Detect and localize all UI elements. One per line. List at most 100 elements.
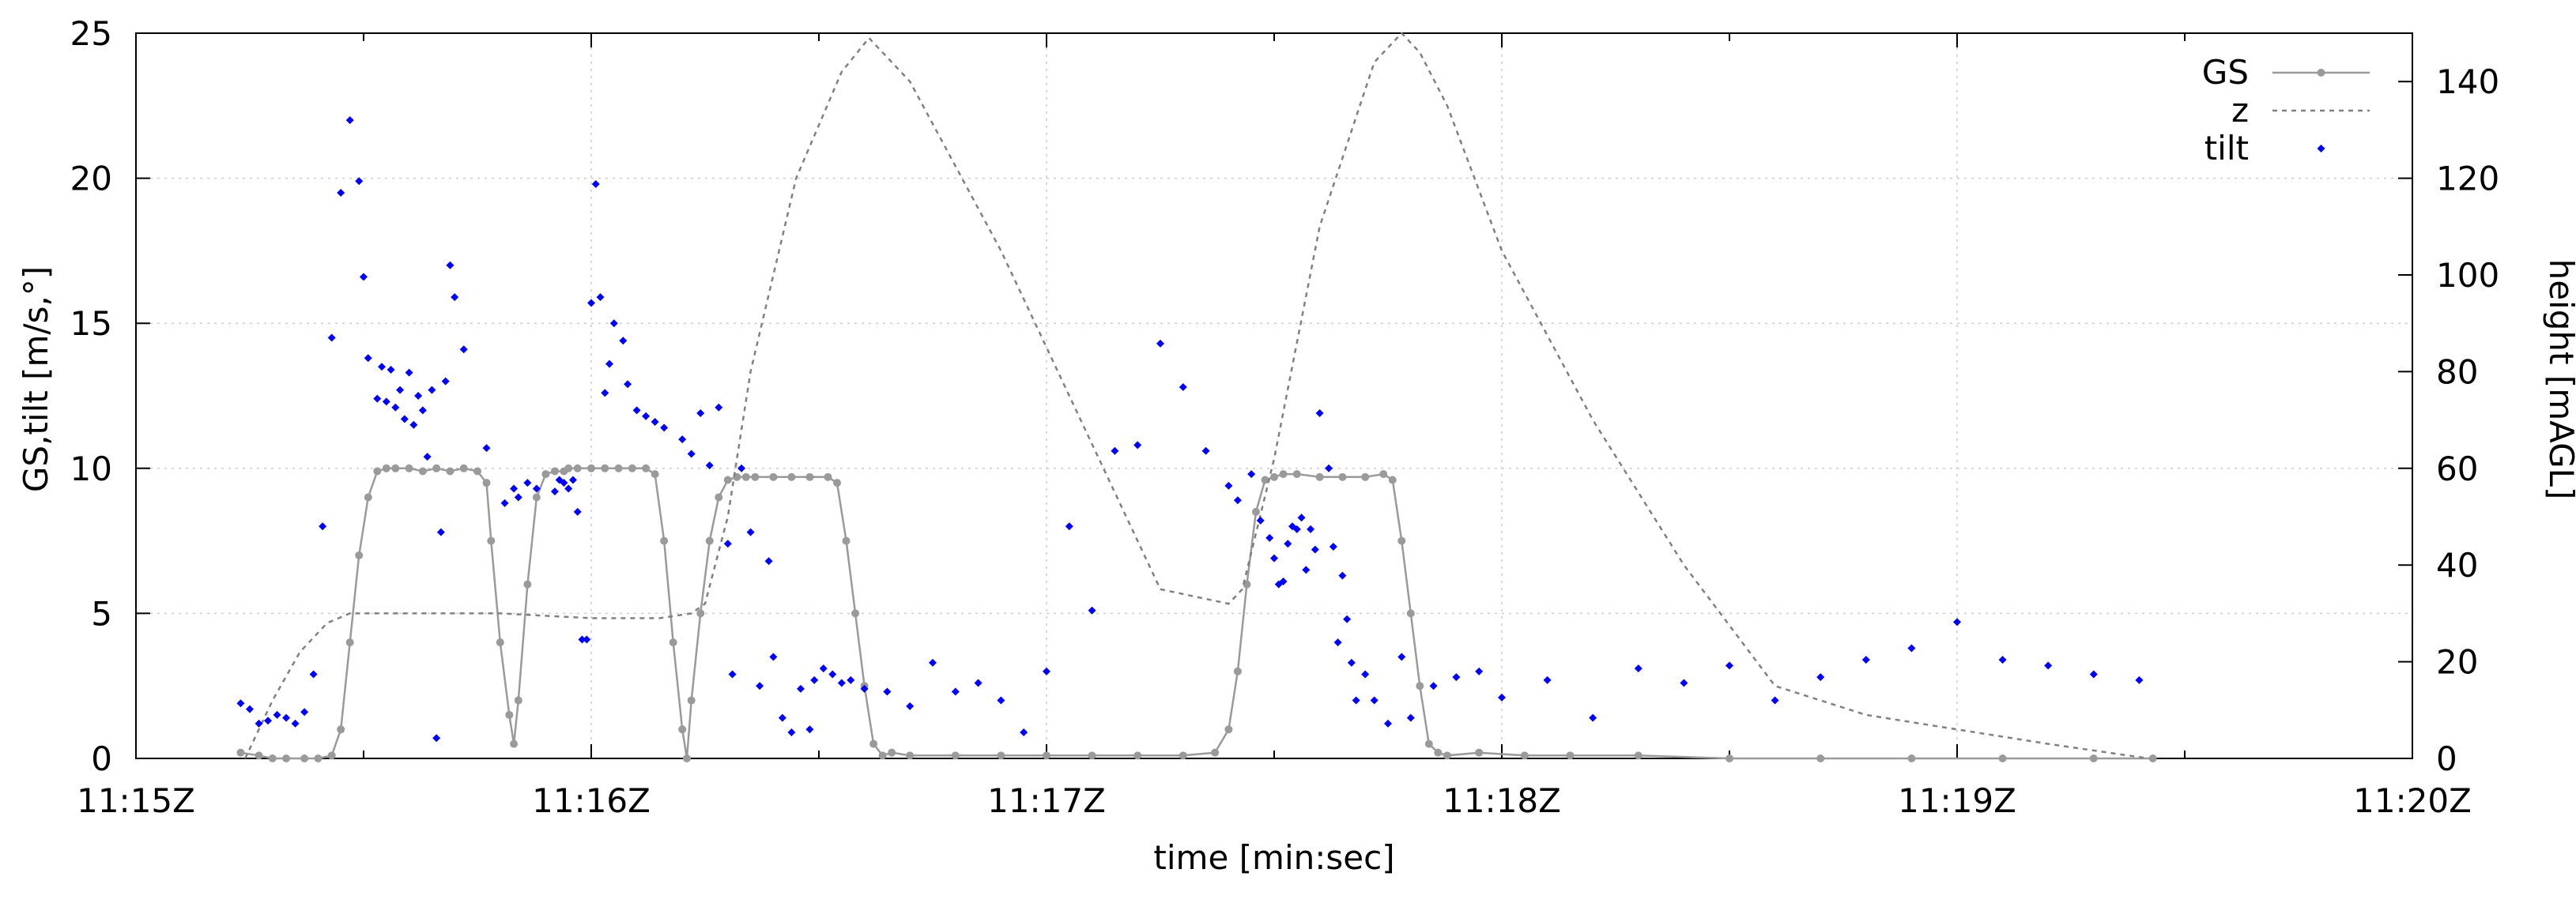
data-point-tilt — [1953, 618, 1961, 626]
data-point-GS — [997, 751, 1005, 760]
data-point-tilt — [847, 675, 855, 684]
data-point-tilt — [451, 293, 459, 302]
data-point-GS — [1279, 470, 1288, 479]
data-point-tilt — [583, 635, 591, 644]
data-point-tilt — [414, 392, 423, 400]
data-point-GS — [1361, 472, 1370, 481]
data-point-GS — [327, 751, 336, 760]
data-point-GS — [642, 464, 651, 472]
data-point-tilt — [1329, 542, 1337, 551]
data-point-tilt — [264, 717, 273, 725]
data-point-tilt — [1589, 713, 1597, 722]
data-point-GS — [628, 464, 636, 472]
data-point-tilt — [1343, 615, 1352, 623]
data-point-GS — [1816, 754, 1825, 762]
data-point-tilt — [337, 188, 345, 197]
data-point-tilt — [273, 710, 281, 719]
data-point-GS — [715, 493, 723, 502]
data-point-GS — [601, 464, 609, 472]
data-point-tilt — [828, 670, 837, 679]
data-point-GS — [878, 751, 887, 760]
data-point-GS — [1726, 754, 1733, 762]
data-point-tilt — [819, 664, 828, 673]
data-point-GS — [1907, 754, 1916, 762]
data-point-tilt — [432, 734, 441, 743]
data-point-tilt — [564, 484, 573, 493]
data-point-tilt — [423, 453, 432, 461]
data-point-GS — [364, 493, 372, 502]
data-point-GS — [751, 472, 760, 481]
data-point-tilt — [1156, 339, 1164, 348]
data-point-tilt — [459, 345, 468, 354]
data-point-GS — [382, 464, 390, 472]
data-point-tilt — [282, 713, 291, 722]
plot-frame — [135, 32, 2413, 759]
y-tick-label-left: 5 — [91, 594, 112, 633]
data-point-GS — [587, 464, 595, 472]
data-point-GS — [614, 464, 623, 472]
y-tick-label-left: 20 — [70, 160, 112, 198]
data-point-GS — [1211, 748, 1220, 757]
data-point-GS — [268, 754, 277, 762]
data-point-GS — [660, 536, 669, 545]
data-point-tilt — [1397, 653, 1406, 661]
data-point-tilt — [1680, 679, 1688, 687]
data-point-GS — [723, 476, 732, 484]
data-point-tilt — [436, 528, 445, 536]
data-point-tilt — [360, 273, 368, 281]
x-tick-label: 11:16Z — [532, 781, 651, 820]
data-point-GS — [2089, 754, 2098, 762]
data-point-tilt — [997, 696, 1005, 705]
data-point-tilt — [1406, 713, 1415, 722]
data-point-tilt — [860, 684, 869, 693]
data-point-GS — [1338, 472, 1347, 481]
data-point-GS — [678, 725, 687, 734]
data-point-tilt — [418, 406, 427, 415]
data-point-tilt — [1088, 606, 1096, 615]
data-point-GS — [573, 464, 582, 472]
data-point-tilt — [236, 699, 245, 708]
data-point-GS — [1475, 748, 1484, 757]
data-point-tilt — [2089, 670, 2098, 679]
data-point-GS — [1434, 748, 1443, 757]
data-point-GS — [514, 696, 522, 705]
data-point-tilt — [619, 337, 628, 345]
data-point-tilt — [1452, 673, 1461, 682]
data-point-tilt — [605, 359, 614, 368]
data-point-tilt — [1771, 696, 1779, 705]
data-point-tilt — [364, 354, 372, 363]
data-point-tilt — [1020, 728, 1028, 736]
data-point-tilt — [837, 679, 846, 687]
data-point-GS — [1634, 751, 1643, 760]
data-point-tilt — [723, 540, 732, 548]
data-point-GS — [705, 536, 714, 545]
data-point-GS — [373, 467, 382, 476]
data-point-GS — [682, 754, 691, 762]
data-point-tilt — [573, 507, 582, 516]
y-tick-label-right: 140 — [2436, 62, 2499, 101]
data-point-tilt — [805, 725, 814, 734]
data-point-tilt — [446, 261, 454, 269]
data-point-tilt — [1498, 693, 1506, 702]
y-axis-right-label: height [mAGL] — [2542, 259, 2576, 500]
data-point-tilt — [756, 682, 764, 690]
data-point-tilt — [1347, 658, 1356, 667]
data-point-tilt — [405, 368, 413, 377]
data-point-tilt — [327, 333, 336, 342]
data-point-tilt — [409, 420, 418, 429]
data-point-GS — [696, 609, 705, 618]
data-point-tilt — [929, 658, 937, 667]
data-point-tilt — [1292, 525, 1301, 533]
data-point-GS — [355, 551, 364, 559]
data-point-GS — [888, 748, 896, 757]
data-point-GS — [1133, 751, 1142, 760]
data-point-tilt — [1816, 673, 1825, 682]
series-z — [244, 32, 2149, 760]
data-point-GS — [446, 467, 454, 476]
data-point-tilt — [560, 479, 568, 487]
data-point-GS — [769, 472, 778, 481]
data-point-GS — [541, 470, 550, 479]
data-point-GS — [1179, 751, 1187, 760]
data-point-tilt — [728, 670, 737, 679]
data-point-tilt — [482, 444, 491, 453]
